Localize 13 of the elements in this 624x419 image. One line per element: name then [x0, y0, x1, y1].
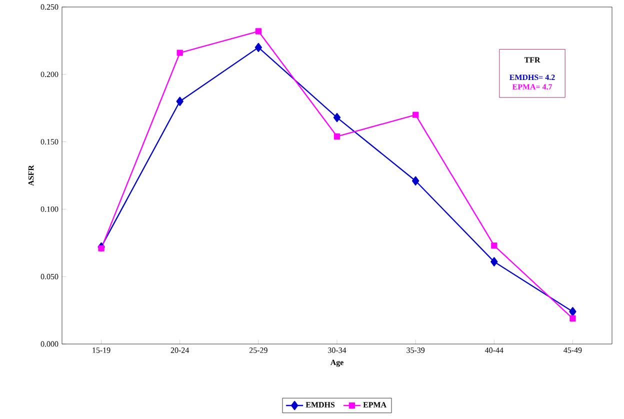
point [412, 112, 419, 118]
point [570, 315, 576, 322]
point [333, 112, 341, 122]
point [98, 245, 104, 252]
point [176, 50, 183, 56]
point [176, 96, 184, 106]
point [255, 28, 262, 34]
point [491, 242, 498, 249]
point [412, 176, 420, 186]
point [569, 307, 576, 316]
point [490, 257, 498, 266]
point [334, 133, 340, 140]
point [254, 42, 262, 52]
